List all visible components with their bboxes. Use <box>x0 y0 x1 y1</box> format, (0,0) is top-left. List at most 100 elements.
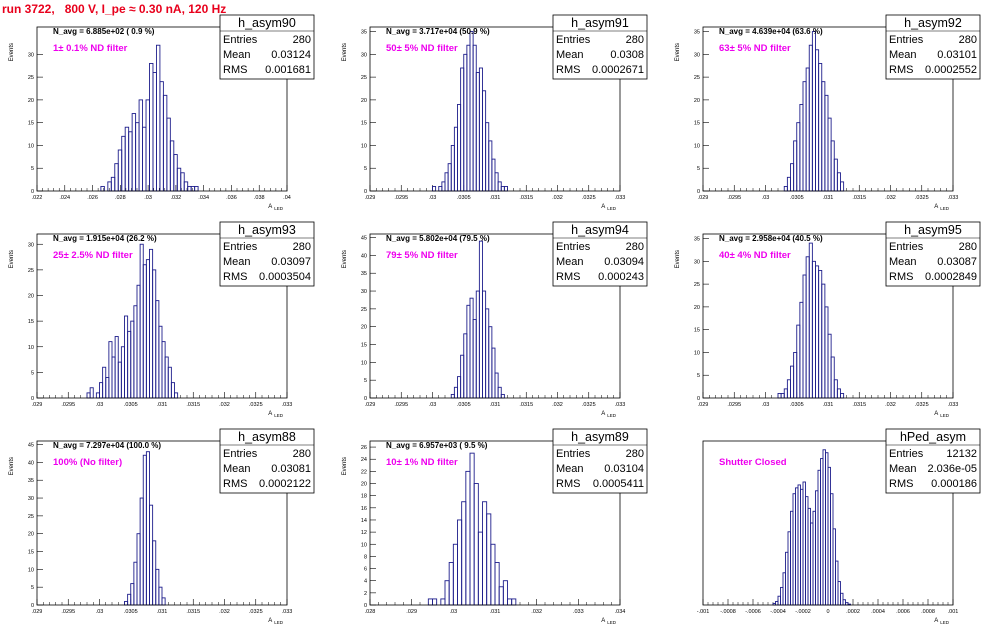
histogram-bin <box>840 181 845 192</box>
stats-mean-label: Mean <box>889 256 917 268</box>
histogram-bin <box>142 454 147 606</box>
y-tick-label: 0 <box>31 189 34 195</box>
x-tick-label: .031 <box>823 402 834 408</box>
x-tick-label: -.0002 <box>795 609 811 615</box>
x-tick-label: .0305 <box>457 195 471 201</box>
histogram-bin <box>777 392 782 399</box>
x-axis-title-sub: LED <box>940 206 950 211</box>
stats-rms-label: RMS <box>889 64 913 76</box>
stats-box-title: h_asym91 <box>571 16 629 30</box>
histogram-bin <box>135 122 140 192</box>
histogram-bin <box>460 354 465 399</box>
stats-box-title: h_asym90 <box>238 16 296 30</box>
histogram-bin <box>818 62 823 192</box>
stats-box: h_asym88 Entries 280 Mean 0.03081 RMS 0.000212… <box>219 428 315 494</box>
histogram-bin <box>491 158 496 192</box>
plot-frame <box>36 440 288 606</box>
stats-box: h_asym91 Entries 280 Mean 0.0308 RMS 0.0002671 <box>552 14 648 80</box>
histogram-bin <box>511 598 517 606</box>
x-axis-title-main: A <box>601 411 605 417</box>
histogram-bin <box>114 336 119 399</box>
x-axis-title: A LED <box>268 204 284 211</box>
y-axis-title: Events <box>675 250 681 268</box>
x-axis-ticks: .029 .0295 .03 .0305 .031 .0315 .032 .0325 .033 <box>32 599 292 615</box>
y-tick-label: 24 <box>361 457 367 463</box>
stats-box-frame <box>885 428 981 494</box>
stats-rms-label: RMS <box>223 478 247 490</box>
stats-entries-label: Entries <box>889 241 924 253</box>
stats-entries-value: 280 <box>626 34 644 46</box>
x-axis-ticks: .029 .0295 .03 .0305 .031 .0315 .032 .0325 .033 <box>698 392 958 408</box>
histogram-bin <box>452 543 458 606</box>
x-tick-label: .033 <box>615 195 626 201</box>
x-tick-label: .0006 <box>896 609 910 615</box>
x-tick-label: .024 <box>59 195 70 201</box>
stats-entries-label: Entries <box>556 34 591 46</box>
histogram-bin <box>497 181 502 192</box>
filter-label: 25± 2.5% ND filter <box>53 250 133 261</box>
x-tick-label: .029 <box>698 402 709 408</box>
x-axis-title: A LED <box>934 204 950 211</box>
plot-frame <box>702 26 954 192</box>
y-axis-title: Events <box>342 457 348 475</box>
stats-box: h_asym93 Entries 280 Mean 0.03097 RMS 0.000350… <box>219 221 315 287</box>
histogram-bin <box>827 333 832 399</box>
y-tick-label: 10 <box>28 345 34 351</box>
histogram-bin <box>86 392 91 399</box>
x-tick-label: .034 <box>615 609 626 615</box>
histogram-bin <box>833 158 838 192</box>
histogram-svg: Events 0 5 10 15 20 25 30 35 .029 .0295 .03 .0305 .03… <box>675 221 981 418</box>
histogram-bin <box>127 330 132 399</box>
y-tick-label: 20 <box>694 305 700 311</box>
y-tick-label: 26 <box>361 445 367 451</box>
histogram-bin <box>461 501 467 606</box>
stats-entries-label: Entries <box>556 448 591 460</box>
plot-frame <box>702 440 954 606</box>
histogram-bin <box>161 597 166 606</box>
histogram-bin <box>136 533 141 606</box>
x-axis-title: A LED <box>601 204 617 211</box>
histogram-bin <box>824 94 829 192</box>
x-axis-title: A LED <box>934 411 950 418</box>
histogram-bin <box>105 377 110 399</box>
y-tick-label: 5 <box>364 166 367 172</box>
histogram-bin <box>463 53 468 192</box>
histogram-bin <box>99 382 104 399</box>
stats-rms-value: 0.000243 <box>598 271 644 283</box>
x-tick-label: .0315 <box>186 402 200 408</box>
histogram-bin <box>793 140 798 192</box>
histogram-bin <box>799 301 804 399</box>
y-tick-label: 40 <box>361 253 367 259</box>
stats-mean-label: Mean <box>223 49 251 61</box>
histogram-svg: -.001 -.0008 -.0006 -.0004 -.0002 0 .0002 .0004… <box>697 428 981 625</box>
histogram-bin <box>482 90 487 192</box>
histogram-svg: Events 0 5 10 15 20 25 30 35 .029 .0295 .03 .0305 .03… <box>675 14 981 211</box>
histogram-bin <box>808 242 813 399</box>
histogram-bin <box>796 122 801 192</box>
y-tick-label: 10 <box>694 143 700 149</box>
histogram-bin <box>827 117 832 192</box>
y-tick-label: 35 <box>361 30 367 36</box>
y-tick-label: 30 <box>28 496 34 502</box>
stats-rms-value: 0.0002849 <box>925 271 977 283</box>
histogram-bin <box>465 470 471 606</box>
stats-mean-value: 0.0308 <box>610 49 644 61</box>
histogram-bin <box>187 185 192 192</box>
x-tick-label: .03 <box>429 402 437 408</box>
histogram-svg: Events02468101214161820222426.028.029.03… <box>342 428 648 625</box>
x-tick-label: .0315 <box>519 402 533 408</box>
x-tick-label: .0325 <box>915 195 929 201</box>
y-tick-label: 30 <box>361 289 367 295</box>
histogram-bin <box>139 497 144 606</box>
x-tick-label: .032 <box>552 402 563 408</box>
x-tick-label: .03 <box>144 195 152 201</box>
x-axis-title-sub: LED <box>607 413 617 418</box>
histogram-bin <box>457 103 462 192</box>
stats-mean-label: Mean <box>223 256 251 268</box>
histogram-bin <box>830 356 835 399</box>
stats-mean-value: 0.03087 <box>937 256 977 268</box>
histogram-bin <box>469 31 474 192</box>
histogram-bins <box>783 31 845 192</box>
stats-rms-value: 0.000186 <box>931 478 977 490</box>
stats-box: h_asym89 Entries 280 Mean 0.03104 RMS 0.000541… <box>552 428 648 494</box>
